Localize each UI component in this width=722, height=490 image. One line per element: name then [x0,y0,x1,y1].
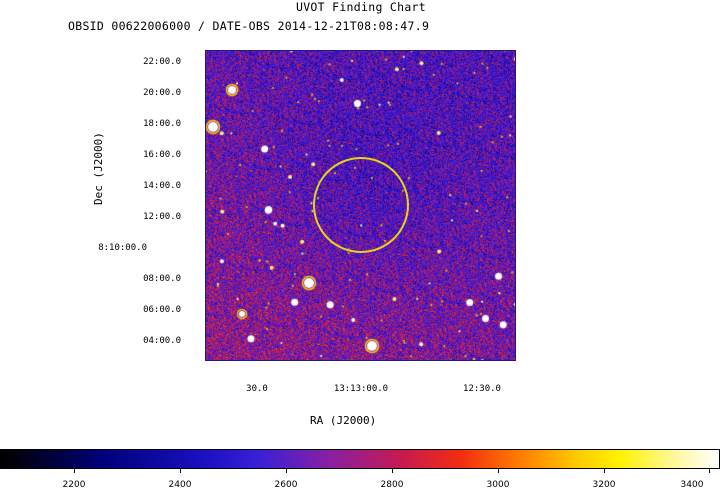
ra-tick-label: 12:30.0 [463,384,501,394]
colorbar-tick [709,468,710,473]
dec-tick-label: 8:10:00.0 [98,243,147,253]
image-border [205,50,516,361]
colorbar [0,449,720,469]
ra-tick-label: 30.0 [246,384,268,394]
dec-axis-title: Dec (J2000) [92,132,105,205]
dec-tick-label: 06:00.0 [143,305,181,315]
dec-tick-label: 20:00.0 [143,88,181,98]
colorbar-tick-label: 2800 [380,480,404,490]
colorbar-tick [498,468,499,473]
colorbar-tick-label: 3400 [680,480,704,490]
ra-axis-title: RA (J2000) [310,414,377,427]
chart-subtitle: OBSID 00622006000 / DATE-OBS 2014-12-21T… [68,19,430,33]
dec-tick-label: 14:00.0 [143,181,181,191]
colorbar-tick [392,468,393,473]
sky-image [205,50,516,361]
dec-tick-label: 08:00.0 [143,274,181,284]
colorbar-tick-label: 3000 [486,480,510,490]
dec-tick-label: 04:00.0 [143,336,181,346]
dec-tick-label: 22:00.0 [143,57,181,67]
target-circle-overlay [205,50,516,361]
chart-title: UVOT Finding Chart [295,0,427,14]
colorbar-tick-label: 2400 [168,480,192,490]
dec-tick-label: 16:00.0 [143,150,181,160]
target-region-circle [313,157,409,253]
colorbar-tick-label: 2600 [274,480,298,490]
ra-tick-label: 13:13:00.0 [333,384,389,394]
colorbar-tick [180,468,181,473]
dec-tick-label: 12:00.0 [143,212,181,222]
dec-tick-label: 18:00.0 [143,119,181,129]
colorbar-tick-label: 3200 [592,480,616,490]
colorbar-tick-label: 2200 [62,480,86,490]
colorbar-tick [74,468,75,473]
colorbar-tick [286,468,287,473]
colorbar-tick [604,468,605,473]
